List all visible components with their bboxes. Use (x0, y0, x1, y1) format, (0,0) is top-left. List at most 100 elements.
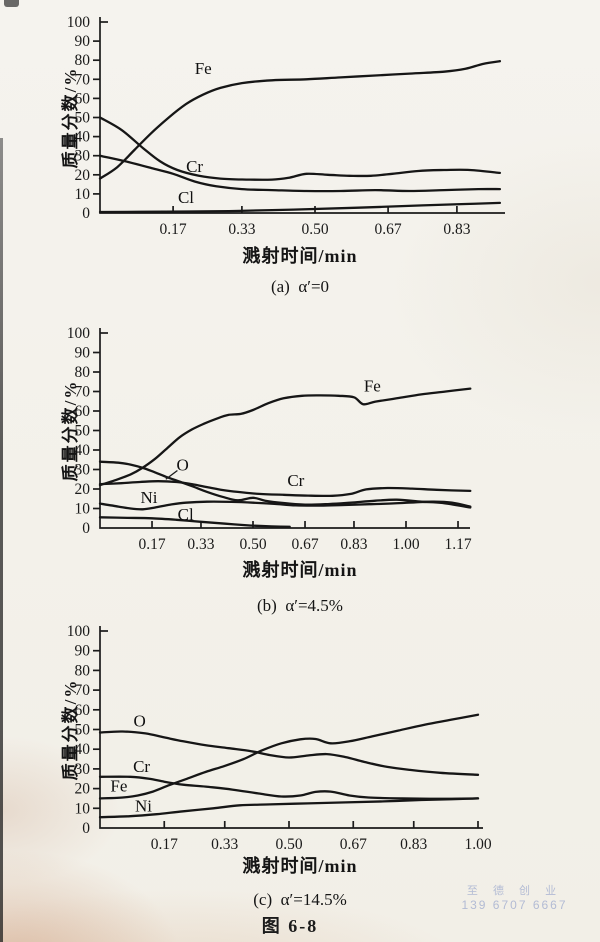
x-tick-label: 0.33 (187, 536, 214, 553)
x-tick-label: 0.17 (138, 536, 165, 553)
x-tick-label: 0.67 (291, 536, 318, 553)
y-tick-label: 40 (75, 129, 91, 146)
y-tick-label: 10 (75, 501, 91, 518)
y-tick-label: 90 (75, 643, 91, 660)
y-tick-label: 10 (75, 186, 91, 203)
y-tick-label: 10 (75, 800, 91, 817)
y-tick-label: 50 (75, 110, 91, 127)
y-tick-label: 60 (75, 90, 91, 107)
axes (99, 17, 505, 214)
y-axis-title: 质量分数/% (60, 679, 80, 781)
chart-a-plot: 0 10 20 30 40 50 60 70 80 90 100 0.17 0.33 0.50 0.67 0.… (60, 14, 505, 238)
watermark-text: 至 德 创 业 (466, 885, 563, 897)
y-tick-label: 0 (82, 820, 90, 837)
y-tick-label: 60 (75, 403, 91, 420)
series-label-Fe: Fe (364, 377, 381, 396)
y-tick-label: 20 (75, 781, 91, 798)
x-tick-label: 0.33 (228, 221, 255, 238)
chart-b-block: 0 10 20 30 40 50 60 70 80 90 100 0.17 0.33 0.50 0.67 0.… (0, 318, 600, 628)
chart-a-caption: (a) α′=0 (270, 277, 330, 296)
x-tick-label: 0.17 (160, 221, 187, 238)
series-label-Cr: Cr (133, 757, 150, 776)
y-tick-label: 70 (75, 384, 91, 401)
chart-c-x-axis-title: 溅射时间/min (242, 856, 358, 876)
chart-b-plot: 0 10 20 30 40 50 60 70 80 90 100 0.17 0.33 0.50 0.67 0.… (60, 325, 472, 553)
x-tick-label: 0.33 (211, 836, 238, 853)
chart-a-x-axis-title: 溅射时间/min (242, 246, 358, 266)
y-axis-title: 质量分数/% (60, 67, 80, 169)
chart-c-block: 0 10 20 30 40 50 60 70 80 90 100 0.17 0.33 0.50 0.67 0.… (0, 618, 600, 942)
series-line-unlabeled (98, 201, 502, 214)
series-label-Fe: Fe (195, 59, 212, 78)
chart-c-caption: (c) α′=14.5% (253, 890, 347, 909)
series-line-Cr (98, 480, 472, 498)
figure-caption: 图 6-8 (261, 916, 319, 936)
y-tick-label: 0 (82, 520, 90, 537)
x-tick-label: 0.83 (340, 536, 367, 553)
y-tick-label: 80 (75, 662, 91, 679)
series-line-O (98, 730, 480, 776)
x-tick-label: 0.50 (275, 836, 302, 853)
series-label-O: O (134, 712, 146, 731)
x-tick-label: 0.50 (239, 536, 266, 553)
chart-c-plot: 0 10 20 30 40 50 60 70 80 90 100 0.17 0.33 0.50 0.67 0.… (60, 623, 492, 853)
y-tick-label: 60 (75, 702, 91, 719)
series-leader-O (165, 469, 178, 480)
x-tick-label: 0.83 (400, 836, 427, 853)
scan-edge-artifact (0, 138, 3, 942)
x-tick-label: 0.50 (301, 221, 328, 238)
y-tick-label: 50 (75, 722, 91, 739)
y-tick-label: 90 (75, 33, 91, 50)
y-tick-label: 20 (75, 481, 91, 498)
series-line-Ni (98, 797, 480, 819)
y-tick-label: 80 (75, 52, 91, 69)
y-tick-label: 0 (82, 205, 90, 222)
x-tick-label: 1.17 (444, 536, 471, 553)
chart-a-block: 0 10 20 30 40 50 60 70 80 90 100 0.17 0.33 0.50 0.67 0.… (0, 8, 600, 318)
x-tick-label: 1.00 (464, 836, 491, 853)
y-tick-label: 50 (75, 423, 91, 440)
watermark: 至 德 创 业 139 6707 6667 (452, 885, 577, 912)
scan-corner-artifact (4, 0, 19, 7)
x-tick-label: 1.00 (392, 536, 419, 553)
y-tick-label: 100 (67, 325, 91, 342)
series-label-O: O (176, 456, 188, 475)
series-label-Ni: Ni (140, 488, 157, 507)
axes (99, 328, 470, 529)
series-line-O (98, 460, 472, 509)
y-tick-label: 70 (75, 71, 91, 88)
chart-b-caption: (b) α′=4.5% (257, 596, 343, 615)
watermark-phone: 139 6707 6667 (461, 898, 568, 913)
chart-b-x-axis-title: 溅射时间/min (242, 560, 358, 580)
series-line-Cr (98, 116, 502, 181)
series-label-Cr: Cr (186, 157, 203, 176)
x-tick-label: 0.17 (151, 836, 178, 853)
axes (99, 626, 483, 829)
series-label-Cl: Cl (178, 188, 194, 207)
y-tick-label: 80 (75, 364, 91, 381)
y-tick-label: 100 (67, 623, 91, 640)
y-tick-label: 20 (75, 167, 91, 184)
series-line-Cl (98, 516, 291, 528)
y-tick-label: 90 (75, 345, 91, 362)
x-tick-label: 0.67 (340, 836, 367, 853)
series-line-Ni (98, 500, 472, 511)
series-label-Ni: Ni (135, 797, 152, 816)
series-line-Fe (98, 387, 472, 487)
series-line-Fe (98, 60, 502, 180)
y-tick-label: 30 (75, 761, 91, 778)
y-tick-label: 70 (75, 682, 91, 699)
y-tick-label: 40 (75, 741, 91, 758)
series-line-Fe (98, 713, 480, 800)
series-label-Cr: Cr (287, 471, 304, 490)
y-tick-label: 30 (75, 148, 91, 165)
x-tick-label: 0.67 (375, 221, 402, 238)
y-axis-title: 质量分数/% (60, 380, 80, 482)
series-label-Fe: Fe (110, 777, 127, 796)
x-tick-label: 0.83 (443, 221, 470, 238)
y-tick-label: 30 (75, 462, 91, 479)
series-line-Cr (98, 775, 480, 800)
y-tick-label: 40 (75, 442, 91, 459)
series-line-Cl (98, 154, 502, 193)
